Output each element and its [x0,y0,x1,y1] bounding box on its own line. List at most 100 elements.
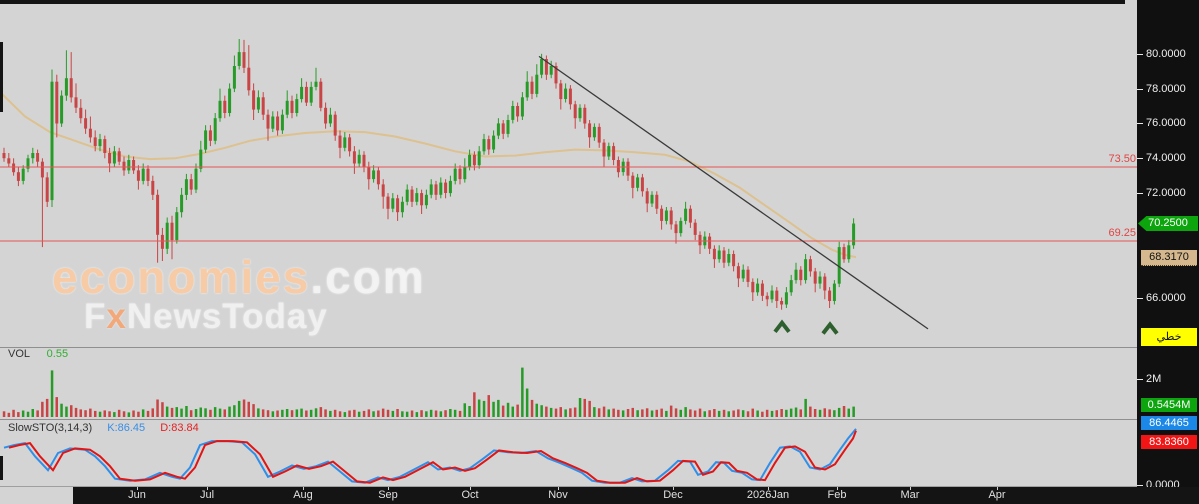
candle-body [36,153,40,162]
volume-bar [410,410,414,417]
candle-body [573,104,577,119]
candle-body [242,52,246,68]
volume-bar [281,409,284,417]
volume-bar [823,408,826,417]
candle-body [626,161,630,176]
volume-bar [41,401,44,417]
candle-body [84,118,88,129]
volume-bar [477,399,481,417]
volume-bar [756,410,759,417]
volume-bar [852,406,855,417]
candle-body [607,146,611,157]
candle-body [146,168,150,181]
volume-bar [199,407,202,417]
volume-bar [314,408,318,417]
volume-bar [602,406,606,417]
candle-body [45,177,49,202]
candle-body [266,114,270,129]
price-volume-divider[interactable] [0,347,1137,348]
scale-type-badge[interactable]: خطي [1141,328,1197,346]
volume-title: VOL [8,348,30,360]
candle-body [415,193,419,202]
volume-bar [770,410,774,417]
level-price-label[interactable]: 73.50 [1108,152,1136,165]
volume-bar [228,406,231,417]
candle-body [612,146,616,160]
candle-body [693,222,697,235]
volume-bar [45,398,49,417]
candle-body [300,86,304,100]
candle-body [141,168,145,181]
sto-k-value: K:86.45 [107,422,146,434]
month-tick [837,487,838,490]
volume-bar [338,411,342,417]
volume-bar [492,401,495,417]
volume-bar [276,410,279,417]
volume-bar [7,412,11,417]
descending-trendline[interactable] [538,55,929,330]
candle-body [184,179,188,195]
candle-body [650,194,654,204]
volume-bar [746,411,750,417]
volume-bar [833,410,836,417]
month-label: Apr [988,489,1006,501]
candle-body [429,184,433,195]
candle-body [280,114,284,131]
candle-body [837,247,841,284]
candle-body [660,208,664,221]
candle-body [679,220,683,234]
volume-bar [780,409,783,417]
candle-body [804,259,808,281]
volume-bar [329,410,332,417]
candle-body [789,280,793,293]
candle-body [12,163,16,173]
volume-bar [103,410,106,417]
volume-bar [497,399,500,417]
candle-body [444,182,448,193]
candle-body [818,276,822,284]
volume-bar [444,410,447,417]
candle-body [309,86,313,103]
price-tick-label: 78.0000 [1146,82,1186,95]
candle-body [775,290,779,301]
volume-sto-divider[interactable] [0,419,1137,420]
moving-average-badge: 68.3170 [1141,250,1197,266]
candle-body [381,184,385,197]
volume-bar [180,408,183,417]
volume-bar [89,408,92,417]
volume-bar [554,408,558,417]
candle-body [520,97,524,117]
candle-body [7,158,11,164]
candle-body [50,81,54,201]
volume-bar [679,409,682,417]
candle-body [592,126,596,138]
candle-body [21,168,25,181]
volume-bar [631,407,634,417]
volume-bar [597,408,601,417]
price-tick-label-dash [1137,89,1143,90]
candle-body [544,59,548,75]
candle-body [338,135,342,148]
price-axis[interactable]: 70.2500 68.3170 خطي 0.5454M 86.4465 83.8… [1137,0,1199,504]
volume-bar [621,410,625,417]
volume-bar [665,410,668,417]
candle-body [823,276,827,291]
volume-bar [689,409,692,417]
volume-bar [425,411,428,417]
month-tick [558,487,559,490]
candle-body [319,81,323,108]
time-axis[interactable]: Jun Jul Aug Sep Oct Nov Dec 2026Jan Feb Mar Apr [73,487,1199,504]
month-tick [673,487,674,490]
candle-body [386,196,390,209]
candle-body [117,151,121,162]
volume-bar [233,405,236,417]
candle-body [784,292,788,305]
volume-bar [290,410,294,417]
volume-bar [31,409,34,417]
volume-bar [837,407,841,417]
level-price-label[interactable]: 69.25 [1108,226,1136,239]
candle-body [664,210,668,221]
candle-body [732,254,736,267]
